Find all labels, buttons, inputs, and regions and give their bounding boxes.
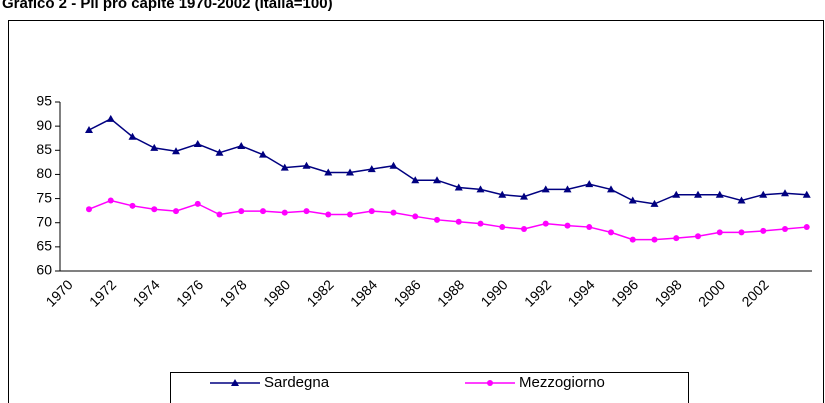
marker <box>128 132 137 140</box>
marker <box>325 211 332 218</box>
legend-label: Sardegna <box>264 374 330 391</box>
marker <box>347 211 353 218</box>
marker <box>716 229 723 236</box>
marker <box>280 163 289 171</box>
marker <box>586 224 593 231</box>
marker <box>564 222 571 229</box>
marker <box>215 148 224 156</box>
y-tick-label: 95 <box>36 93 52 109</box>
marker <box>231 379 239 386</box>
y-tick-label: 85 <box>36 141 52 157</box>
marker <box>782 225 788 232</box>
marker <box>302 161 311 169</box>
marker <box>499 224 506 231</box>
marker <box>193 140 202 148</box>
marker <box>476 185 485 193</box>
marker <box>695 233 701 240</box>
marker <box>650 199 659 207</box>
marker <box>737 196 746 204</box>
marker <box>281 209 288 216</box>
marker <box>760 227 767 234</box>
y-tick-label: 90 <box>36 117 52 133</box>
marker <box>672 190 681 198</box>
y-tick-label: 65 <box>36 238 52 254</box>
marker <box>303 208 310 215</box>
marker <box>781 189 789 197</box>
marker <box>607 185 615 193</box>
marker <box>803 224 810 231</box>
marker <box>150 143 159 151</box>
marker <box>541 185 550 193</box>
marker <box>107 197 114 204</box>
marker <box>390 209 397 216</box>
chart-frame <box>8 20 824 403</box>
marker <box>521 225 527 232</box>
marker <box>498 190 507 198</box>
marker <box>173 208 179 215</box>
marker <box>86 206 92 213</box>
marker <box>411 176 420 184</box>
marker <box>194 200 201 207</box>
marker <box>367 165 376 173</box>
marker <box>455 218 462 225</box>
marker <box>85 126 93 134</box>
marker <box>629 236 636 243</box>
legend-label: Mezzogiorno <box>519 374 605 391</box>
marker <box>260 208 266 215</box>
marker <box>628 196 637 204</box>
chart-title: Grafico 2 - Pil pro capite 1970-2002 (It… <box>2 0 333 12</box>
marker <box>412 213 419 220</box>
marker <box>651 236 658 243</box>
marker <box>694 190 702 198</box>
marker <box>237 141 246 149</box>
marker <box>477 220 484 227</box>
marker <box>346 168 354 176</box>
marker <box>106 114 115 122</box>
marker <box>216 211 223 218</box>
marker <box>129 202 136 209</box>
marker <box>389 161 398 169</box>
series-line <box>88 118 807 205</box>
marker <box>673 235 680 242</box>
marker <box>434 216 440 223</box>
marker <box>542 220 549 227</box>
marker <box>259 150 267 158</box>
marker <box>585 180 594 188</box>
marker <box>368 208 375 215</box>
legend-box <box>170 372 689 403</box>
y-tick-label: 60 <box>36 262 52 278</box>
marker <box>715 190 724 198</box>
marker <box>454 183 463 191</box>
marker <box>738 229 745 236</box>
marker <box>563 185 572 193</box>
marker <box>151 206 158 213</box>
marker <box>802 190 811 198</box>
marker <box>487 380 493 386</box>
marker <box>759 190 768 198</box>
y-tick-label: 70 <box>36 213 52 229</box>
marker <box>238 208 245 215</box>
marker <box>324 168 333 176</box>
marker <box>433 176 441 184</box>
y-tick-label: 80 <box>36 165 52 181</box>
marker <box>608 229 614 236</box>
marker <box>172 147 180 155</box>
series-line <box>88 199 807 241</box>
marker <box>520 192 528 200</box>
y-tick-label: 75 <box>36 189 52 205</box>
